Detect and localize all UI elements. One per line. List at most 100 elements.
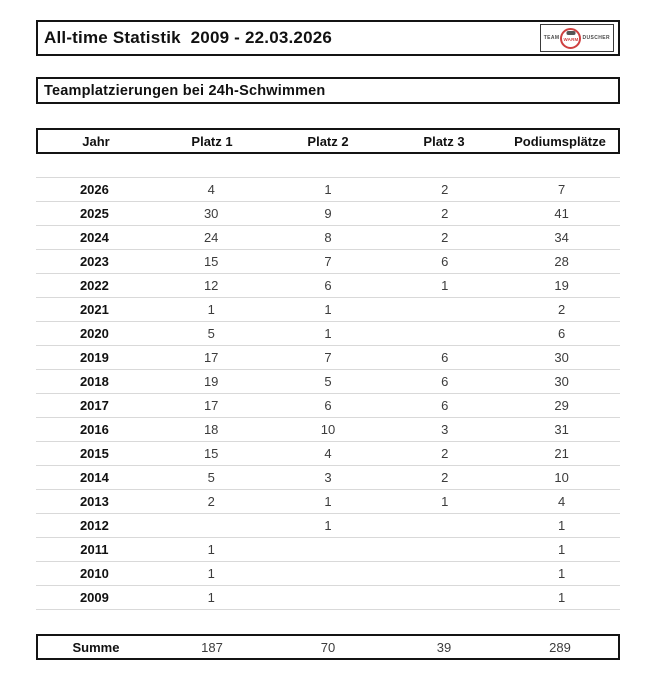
- value-cell: 15: [203, 446, 219, 461]
- year-cell: 2016: [79, 422, 109, 437]
- table-row: 2026 4 1 2 7: [36, 177, 620, 201]
- value-cell: 1: [324, 518, 332, 533]
- value-cell: 1: [324, 182, 332, 197]
- table-row: 2025 30 9 2 41: [36, 201, 620, 225]
- document-sheet: All-time Statistik 2009 - 22.03.2026 TEA…: [36, 20, 620, 660]
- year-cell: 2025: [79, 206, 109, 221]
- value-cell: 9: [324, 206, 332, 221]
- column-header-jahr: Jahr: [82, 133, 110, 149]
- table-header-row: Jahr Platz 1 Platz 2 Platz 3 Podiumsplät…: [36, 128, 620, 154]
- page-title: All-time Statistik 2009 - 22.03.2026: [44, 28, 333, 47]
- year-cell: 2026: [79, 182, 109, 197]
- value-cell: 2: [441, 470, 449, 485]
- value-cell: 6: [441, 398, 449, 413]
- value-cell: 1: [557, 542, 566, 557]
- value-cell: 7: [324, 350, 332, 365]
- value-cell: 1: [324, 302, 332, 317]
- value-cell: 12: [203, 278, 219, 293]
- table-row: 2016 18 10 3 31: [36, 417, 620, 441]
- table-row: 2023 15 7 6 28: [36, 249, 620, 273]
- team-warmduscher-logo: TEAM WARM DUSCHER: [539, 24, 614, 52]
- value-cell: 1: [441, 494, 449, 509]
- summe-platz2: 70: [320, 639, 336, 655]
- value-cell: 2: [441, 446, 449, 461]
- column-header-platz3: Platz 3: [423, 133, 465, 149]
- year-cell: 2009: [79, 590, 109, 605]
- value-cell: 6: [324, 278, 332, 293]
- value-cell: 6: [324, 398, 332, 413]
- year-cell: 2019: [79, 350, 109, 365]
- value-cell: 7: [324, 254, 332, 269]
- value-cell: 17: [203, 398, 219, 413]
- value-cell: 17: [203, 350, 219, 365]
- value-cell: 4: [557, 494, 566, 509]
- value-cell: 15: [203, 254, 219, 269]
- summe-label: Summe: [72, 639, 120, 655]
- value-cell: 1: [324, 494, 332, 509]
- value-cell: 4: [324, 446, 332, 461]
- value-cell: 1: [207, 590, 215, 605]
- value-cell: 8: [324, 230, 332, 245]
- value-cell: 7: [557, 182, 566, 197]
- year-cell: 2021: [79, 302, 109, 317]
- spacer: [36, 56, 620, 77]
- table-row: 2018 19 5 6 30: [36, 369, 620, 393]
- table-row: 2009 1 1: [36, 585, 620, 609]
- logo-text-team: TEAM: [543, 35, 560, 41]
- value-cell: 3: [441, 422, 449, 437]
- table-row: 2019 17 7 6 30: [36, 345, 620, 369]
- summe-row: Summe 187 70 39 289: [36, 634, 620, 660]
- summe-platz3: 39: [436, 639, 452, 655]
- table-row: 2015 15 4 2 21: [36, 441, 620, 465]
- year-cell: 2011: [80, 542, 109, 557]
- spacer: [36, 154, 620, 177]
- value-cell: 1: [207, 542, 215, 557]
- table-row: 2013 2 1 1 4: [36, 489, 620, 513]
- value-cell: 2: [207, 494, 215, 509]
- value-cell: 5: [324, 374, 332, 389]
- value-cell: 10: [554, 470, 569, 485]
- column-header-platz2: Platz 2: [307, 133, 349, 149]
- table-row: 2011 1 1: [36, 537, 620, 561]
- column-header-podiumsplaetze: Podiumsplätze: [514, 133, 606, 149]
- value-cell: 2: [441, 182, 449, 197]
- value-cell: 5: [207, 326, 215, 341]
- value-cell: 18: [203, 422, 219, 437]
- logo-circle-icon: WARM: [560, 27, 582, 49]
- value-cell: 29: [554, 398, 569, 413]
- year-cell: 2012: [79, 518, 109, 533]
- spacer: [36, 104, 620, 128]
- value-cell: 1: [207, 302, 215, 317]
- value-cell: 2: [441, 206, 449, 221]
- section-header: Teamplatzierungen bei 24h-Schwimmen: [36, 77, 620, 104]
- year-cell: 2022: [79, 278, 109, 293]
- value-cell: 2: [557, 302, 566, 317]
- table-row: 2024 24 8 2 34: [36, 225, 620, 249]
- value-cell: 10: [320, 422, 336, 437]
- value-cell: 19: [554, 278, 569, 293]
- section-title: Teamplatzierungen bei 24h-Schwimmen: [44, 82, 326, 99]
- column-header-platz1: Platz 1: [191, 133, 233, 149]
- value-cell: 19: [203, 374, 219, 389]
- value-cell: 34: [554, 230, 569, 245]
- value-cell: 30: [203, 206, 219, 221]
- value-cell: 30: [554, 350, 569, 365]
- table-row: 2020 5 1 6: [36, 321, 620, 345]
- value-cell: 1: [557, 518, 566, 533]
- table-row: 2012 1 1: [36, 513, 620, 537]
- year-cell: 2013: [79, 494, 109, 509]
- value-cell: 21: [554, 446, 569, 461]
- year-cell: 2015: [79, 446, 109, 461]
- value-cell: 1: [557, 590, 566, 605]
- value-cell: 6: [441, 374, 449, 389]
- value-cell: 30: [554, 374, 569, 389]
- value-cell: 24: [203, 230, 219, 245]
- value-cell: 5: [207, 470, 215, 485]
- year-cell: 2010: [79, 566, 109, 581]
- value-cell: 2: [441, 230, 449, 245]
- logo-text-duscher: DUSCHER: [582, 35, 610, 41]
- year-cell: 2014: [79, 470, 109, 485]
- value-cell: 1: [441, 278, 449, 293]
- table-row: 2022 12 6 1 19: [36, 273, 620, 297]
